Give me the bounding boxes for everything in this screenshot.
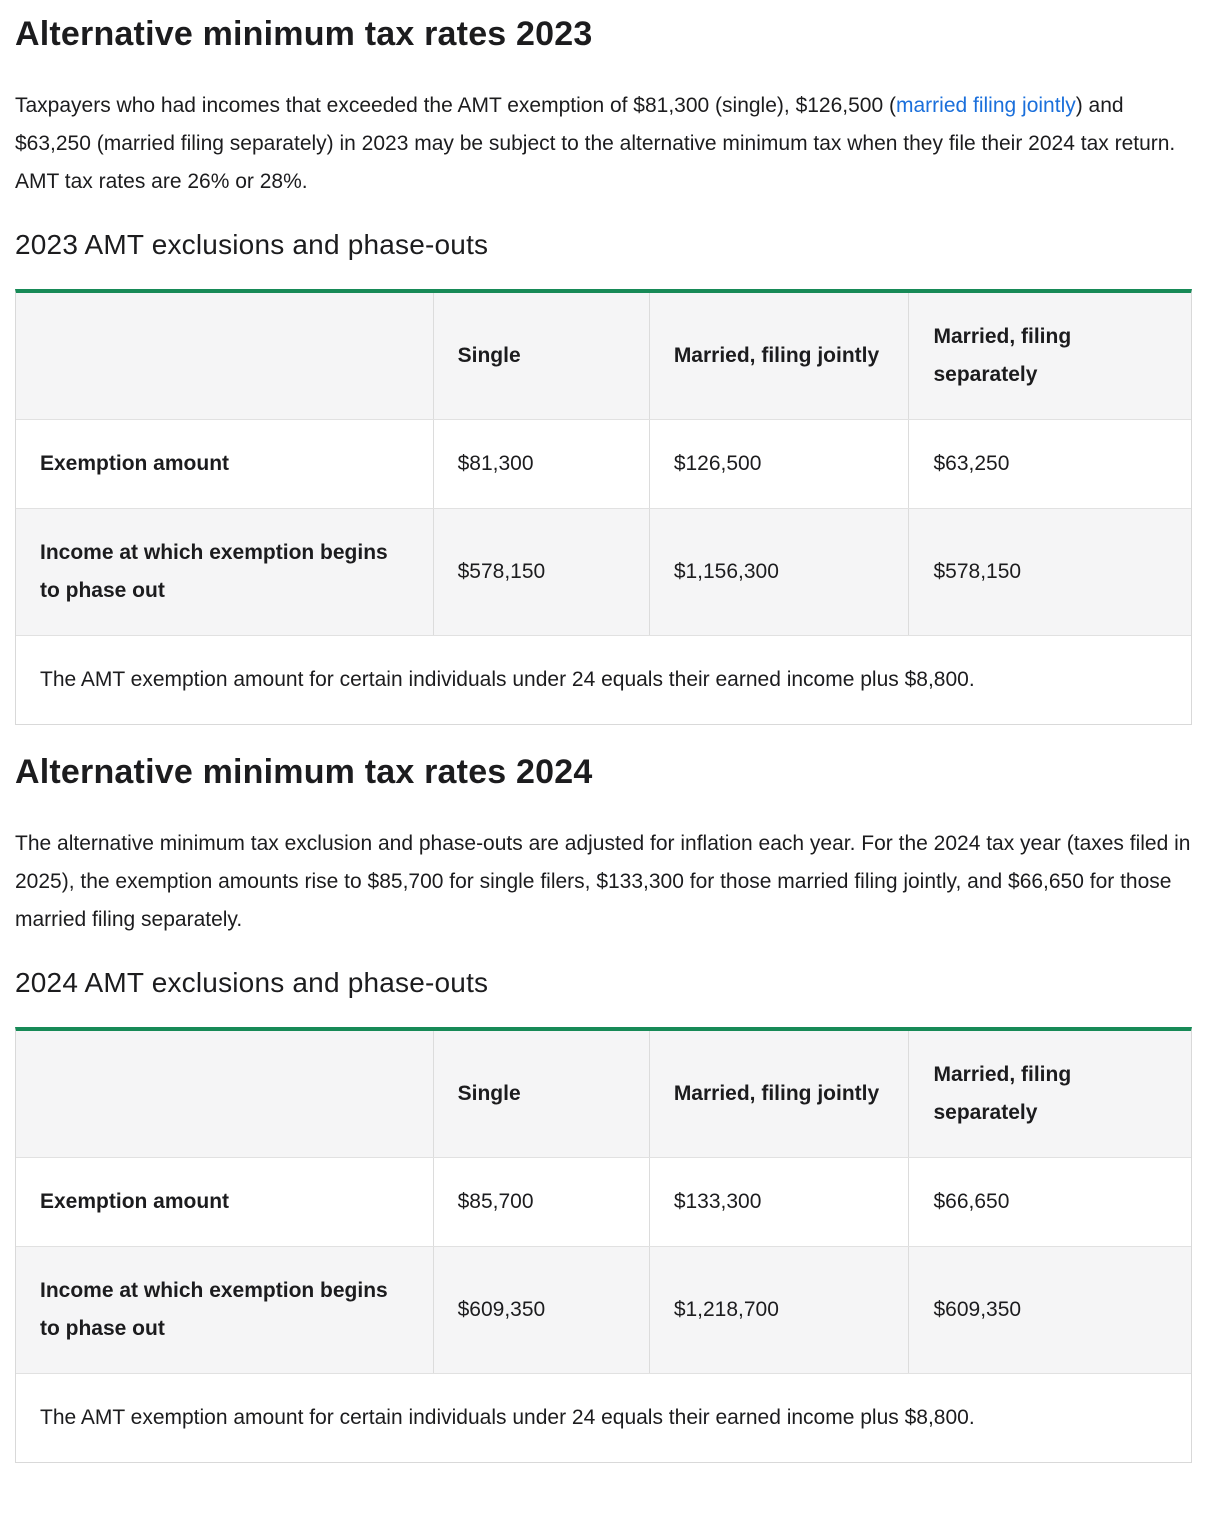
table-header-married-separately: Married, filing separately	[908, 1031, 1191, 1158]
table-header-empty	[16, 293, 434, 420]
table-header-married-jointly: Married, filing jointly	[648, 1031, 909, 1158]
subheading-2024-exclusions: 2024 AMT exclusions and phase-outs	[15, 967, 489, 998]
table-header-single: Single	[432, 293, 650, 420]
cell-value: $1,218,700	[648, 1246, 909, 1374]
table-row-phase-out-income: Income at which exemption begins to phas…	[16, 1246, 1191, 1374]
table-footnote: The AMT exemption amount for certain ind…	[16, 635, 1191, 724]
table-header-married-separately: Married, filing separately	[908, 293, 1191, 420]
table-header-empty	[16, 1031, 434, 1158]
subheading-2023-exclusions: 2023 AMT exclusions and phase-outs	[15, 229, 489, 260]
row-label: Exemption amount	[16, 1157, 434, 1247]
intro-paragraph-2024: The alternative minimum tax exclusion an…	[15, 825, 1192, 939]
cell-value: $63,250	[908, 419, 1191, 509]
cell-value: $66,650	[908, 1157, 1191, 1247]
amt-table-2024: Single Married, filing jointly Married, …	[15, 1027, 1192, 1463]
cell-value: $578,150	[432, 508, 650, 636]
cell-value: $1,156,300	[648, 508, 909, 636]
cell-value: $81,300	[432, 419, 650, 509]
section-amt-2023: Alternative minimum tax rates 2023 Taxpa…	[15, 14, 1192, 725]
intro-paragraph-2023: Taxpayers who had incomes that exceeded …	[15, 87, 1192, 201]
amt-exclusions-table-2023: Single Married, filing jointly Married, …	[16, 293, 1191, 724]
table-footnote-row: The AMT exemption amount for certain ind…	[16, 635, 1191, 724]
row-label: Income at which exemption begins to phas…	[16, 1246, 434, 1374]
cell-value: $609,350	[908, 1246, 1191, 1374]
table-row-phase-out-income: Income at which exemption begins to phas…	[16, 508, 1191, 636]
article-content: Alternative minimum tax rates 2023 Taxpa…	[15, 14, 1192, 1463]
table-row-exemption-amount: Exemption amount $85,700 $133,300 $66,65…	[16, 1157, 1191, 1247]
amt-table-2023: Single Married, filing jointly Married, …	[15, 289, 1192, 725]
intro-text-part: Taxpayers who had incomes that exceeded …	[15, 94, 896, 117]
table-header-married-jointly: Married, filing jointly	[648, 293, 909, 420]
intro-text-part: ) and $63,250 (married filing separately…	[15, 94, 1176, 193]
heading-amt-rates-2024: Alternative minimum tax rates 2024	[15, 753, 593, 791]
amt-exclusions-table-2024: Single Married, filing jointly Married, …	[16, 1031, 1191, 1462]
table-footnote: The AMT exemption amount for certain ind…	[16, 1373, 1191, 1462]
cell-value: $578,150	[908, 508, 1191, 636]
section-amt-2024: Alternative minimum tax rates 2024 The a…	[15, 752, 1192, 1463]
table-header-row: Single Married, filing jointly Married, …	[16, 1031, 1191, 1158]
table-footnote-row: The AMT exemption amount for certain ind…	[16, 1373, 1191, 1462]
cell-value: $133,300	[648, 1157, 909, 1247]
cell-value: $85,700	[432, 1157, 650, 1247]
table-row-exemption-amount: Exemption amount $81,300 $126,500 $63,25…	[16, 419, 1191, 509]
table-header-row: Single Married, filing jointly Married, …	[16, 293, 1191, 420]
heading-amt-rates-2023: Alternative minimum tax rates 2023	[15, 15, 593, 53]
row-label: Income at which exemption begins to phas…	[16, 508, 434, 636]
married-filing-jointly-link[interactable]: married filing jointly	[896, 94, 1076, 117]
row-label: Exemption amount	[16, 419, 434, 509]
table-header-single: Single	[432, 1031, 650, 1158]
cell-value: $609,350	[432, 1246, 650, 1374]
cell-value: $126,500	[648, 419, 909, 509]
intro-text-part: The alternative minimum tax exclusion an…	[15, 832, 1191, 931]
